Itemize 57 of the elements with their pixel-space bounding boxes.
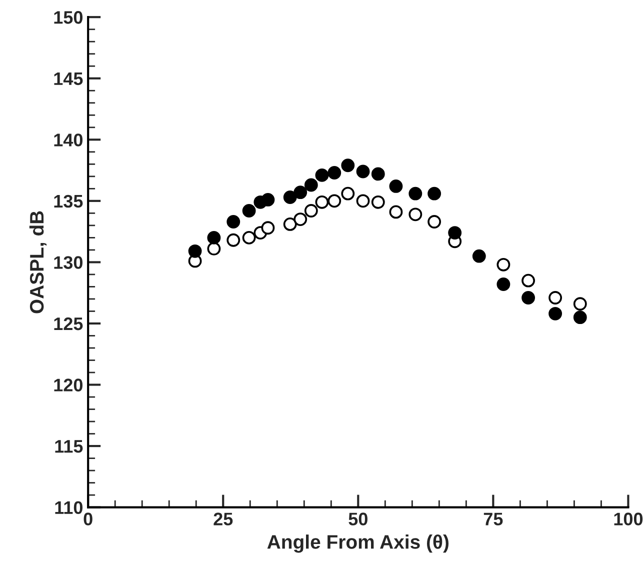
x-tick-label: 25 (214, 512, 233, 526)
point (448, 226, 462, 240)
point (389, 205, 403, 219)
y-tick-label: 125 (54, 317, 83, 330)
point (207, 242, 221, 256)
point (573, 310, 587, 324)
point (573, 297, 587, 311)
point (371, 167, 385, 181)
x-axis-title: Angle From Axis (θ) (267, 534, 449, 553)
point (408, 208, 422, 222)
point (261, 221, 275, 235)
point (304, 178, 318, 192)
point (522, 291, 536, 304)
point (294, 186, 308, 200)
point (428, 215, 442, 228)
point (472, 249, 486, 263)
point (226, 233, 240, 247)
y-tick-label: 120 (54, 378, 82, 392)
point (283, 217, 297, 231)
y-tick-label: 150 (54, 11, 82, 24)
point (315, 168, 329, 182)
point (341, 158, 355, 172)
point (428, 186, 442, 200)
x-tick-label: 100 (614, 512, 643, 526)
point (328, 166, 342, 180)
point (261, 192, 275, 206)
point (522, 274, 536, 288)
point (226, 215, 240, 228)
point (304, 204, 318, 218)
point (356, 194, 370, 208)
y-tick-label: 140 (54, 134, 82, 146)
y-tick-label: 130 (54, 256, 82, 269)
point (242, 204, 256, 218)
point (371, 195, 385, 209)
point (283, 190, 297, 204)
point (207, 230, 221, 244)
point (242, 230, 256, 244)
point (496, 258, 510, 272)
point (341, 186, 355, 200)
point (294, 212, 308, 226)
y-tick-label: 135 (54, 194, 83, 208)
x-tick-label: 0 (84, 512, 92, 526)
y-tick-label: 110 (55, 501, 82, 514)
point (328, 194, 342, 208)
x-tick-label: 75 (484, 512, 503, 526)
point (389, 180, 403, 193)
point (356, 164, 370, 178)
y-axis-title: OASPL, dB (29, 211, 47, 314)
point (315, 195, 329, 209)
point (496, 278, 510, 291)
point (548, 306, 562, 320)
point (188, 244, 202, 258)
point (548, 291, 562, 304)
x-tick-label: 50 (348, 512, 368, 526)
y-tick-label: 145 (54, 72, 83, 86)
point (408, 186, 422, 200)
y-tick-label: 115 (55, 440, 83, 453)
